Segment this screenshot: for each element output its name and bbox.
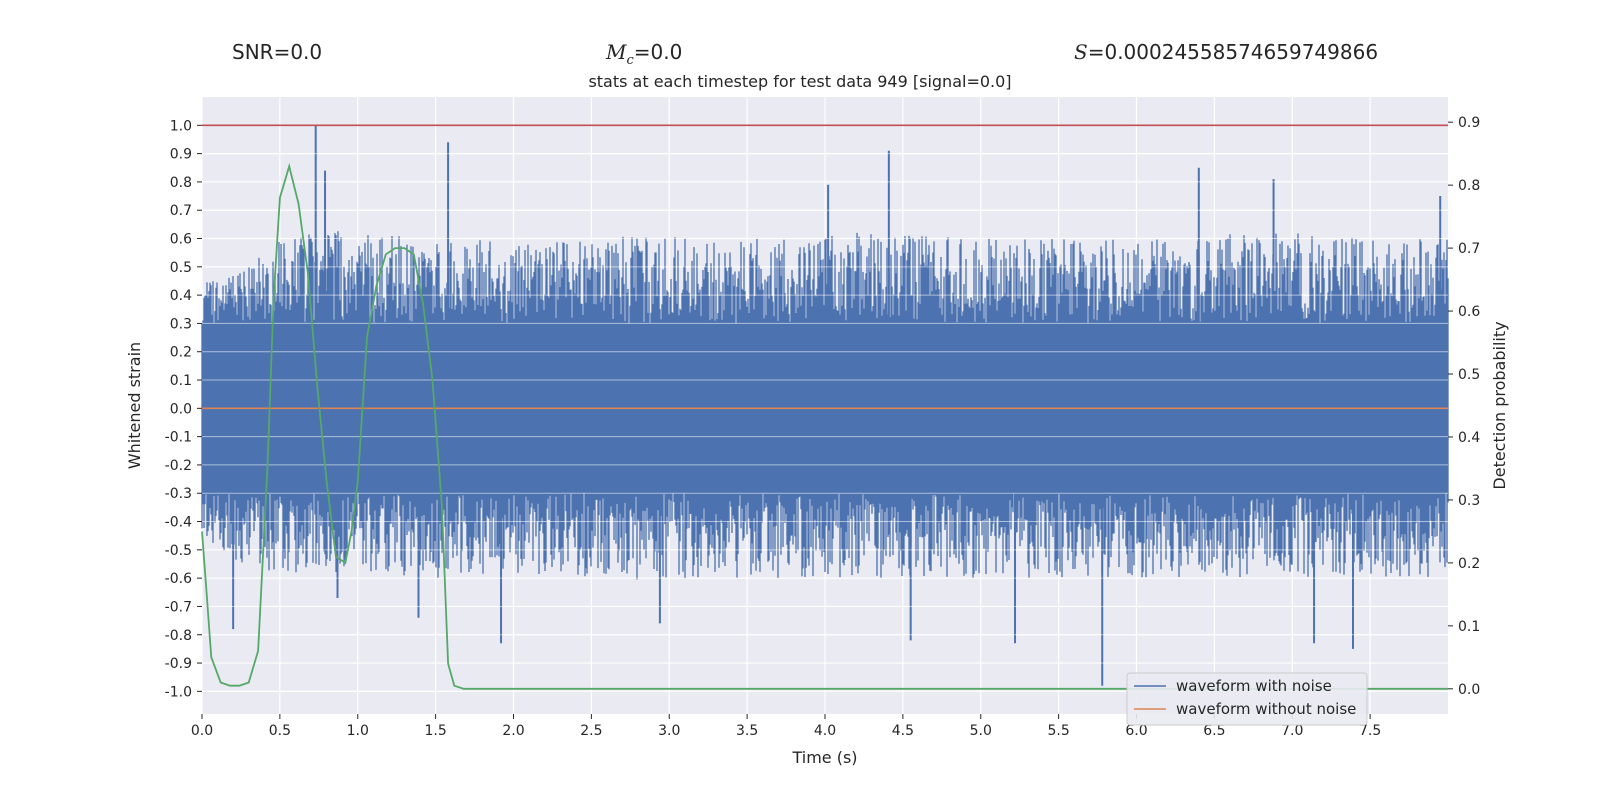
y-right-tick-label: 0.4 [1458,430,1480,446]
y-right-tick-label: 0.1 [1458,619,1480,635]
x-tick-label: 1.0 [347,723,369,739]
y-left-tick-label: -0.7 [165,599,192,615]
y-left-tick-label: -0.6 [165,571,192,587]
y-left-tick-label: 0.7 [170,203,192,219]
y-left-tick-label: -0.2 [165,458,192,474]
legend: waveform with noise waveform without nois… [1126,672,1368,726]
y-left-tick-label: 0.9 [170,147,192,163]
y-left-tick-label: 0.5 [170,260,192,276]
y-right-tick-label: 0.6 [1458,304,1480,320]
x-tick-label: 0.5 [269,723,291,739]
y-right-tick-label: 0.7 [1458,241,1480,257]
x-tick-label: 5.0 [970,723,992,739]
x-axis-label: Time (s) [791,748,857,767]
x-tick-label: 3.0 [658,723,680,739]
x-tick-label: 0.0 [191,723,213,739]
x-tick-label: 7.5 [1359,723,1381,739]
y-right-tick-label: 0.3 [1458,493,1480,509]
chart-title: stats at each timestep for test data 949… [588,72,1012,91]
y-left-axis-label: Whitened strain [125,342,144,469]
chirp-mass-stat: Mc=0.0 [606,40,683,68]
y-left-tick-label: 0.3 [170,316,192,332]
y-left-tick-label: 1.0 [170,118,192,134]
y-right-tick-label: 0.0 [1458,682,1480,698]
x-tick-label: 5.5 [1047,723,1069,739]
x-tick-label: 1.5 [424,723,446,739]
y-right-tick-label: 0.9 [1458,115,1480,131]
y-left-tick-label: 0.0 [170,401,192,417]
y-right-tick-label: 0.8 [1458,178,1480,194]
y-left-tick-label: -0.8 [165,628,192,644]
x-tick-label: 2.0 [502,723,524,739]
legend-box [1126,672,1368,726]
s-stat: S=0.00024558574659749866 [1074,40,1379,64]
y-left-tick-label: -0.9 [165,656,192,672]
legend-entry: waveform with noise [1176,677,1332,695]
y-right-tick-label: 0.5 [1458,367,1480,383]
x-tick-label: 6.5 [1203,723,1225,739]
x-tick-label: 4.0 [814,723,836,739]
snr-label: SNR [232,40,274,64]
x-tick-label: 7.0 [1281,723,1303,739]
y-left-tick-label: -1.0 [165,684,192,700]
detection-probability-line [201,162,1448,690]
s-value: 0.00024558574659749866 [1104,40,1379,64]
x-tick-label: 4.5 [892,723,914,739]
y-left-tick-label: 0.2 [170,345,192,361]
y-right-axis-label: Detection probability [1490,321,1509,489]
y-left-tick-label: 0.1 [170,373,192,389]
x-tick-label: 6.0 [1125,723,1147,739]
legend-entry: waveform without noise [1176,700,1356,718]
chirp-mass-value: 0.0 [650,40,683,64]
snr-value: 0.0 [290,40,323,64]
x-tick-label: 3.5 [736,723,758,739]
y-right-tick-label: 0.2 [1458,556,1480,572]
snr-stat: SNR=0.0 [232,40,323,64]
x-tick-label: 2.5 [580,723,602,739]
y-left-tick-label: 0.4 [170,288,192,304]
y-left-tick-label: 0.6 [170,232,192,248]
y-left-tick-label: 0.8 [170,175,192,191]
y-left-tick-label: -0.3 [165,486,192,502]
y-left-tick-label: -0.4 [165,515,192,531]
y-left-tick-label: -0.1 [165,430,192,446]
y-left-tick-label: -0.5 [165,543,192,559]
